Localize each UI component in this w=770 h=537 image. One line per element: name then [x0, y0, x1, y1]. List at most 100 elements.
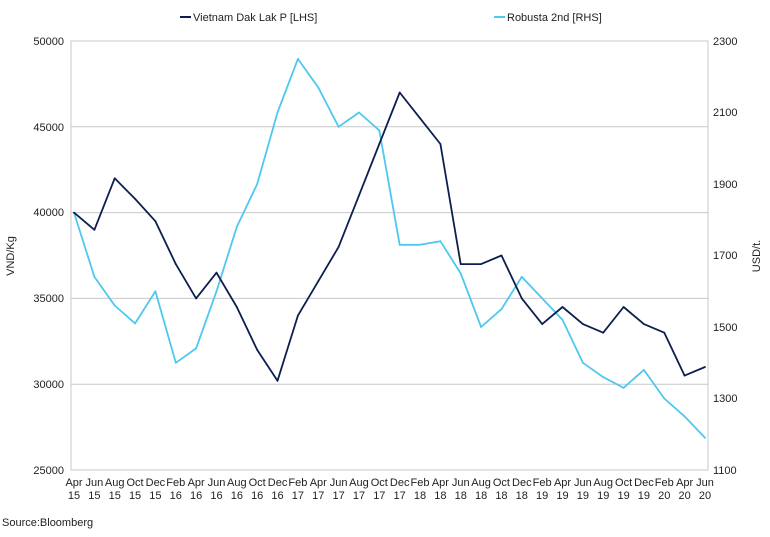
x-tick-year: 16 [231, 490, 243, 502]
data-point-vietnam-dak-lak [378, 143, 381, 145]
right-tick-label: 1700 [713, 250, 737, 262]
right-tick-label: 1900 [713, 179, 737, 191]
x-tick-year: 19 [638, 490, 650, 502]
data-point-robusta-2nd [256, 183, 259, 185]
data-point-robusta-2nd [398, 243, 401, 246]
data-point-vietnam-dak-lak [622, 306, 625, 308]
data-point-robusta-2nd [419, 243, 421, 246]
x-tick-month: Apr [188, 477, 205, 489]
x-axis-ticks: Apr15Jun15Aug15Oct15Dec15Feb16Apr16Jun16… [65, 477, 713, 502]
left-axis-title: VND/Kg [5, 236, 17, 276]
left-axis-ticks: 25000 30000 35000 40000 45000 50000 [33, 36, 64, 477]
x-tick-year: 18 [455, 490, 467, 502]
data-point-vietnam-dak-lak [93, 228, 96, 231]
x-tick-year: 17 [394, 490, 406, 502]
left-tick-label: 40000 [33, 207, 64, 219]
x-tick-month: Jun [208, 477, 226, 489]
data-point-vietnam-dak-lak [215, 271, 218, 274]
data-point-vietnam-dak-lak [195, 297, 198, 300]
data-point-vietnam-dak-lak [297, 314, 299, 317]
x-tick-year: 15 [109, 490, 121, 502]
data-point-vietnam-dak-lak [174, 263, 177, 265]
x-tick-year: 19 [617, 490, 629, 502]
legend-label-vietnam-dak-lak: Vietnam Dak Lak P [LHS] [193, 12, 317, 24]
x-tick-year: 17 [353, 490, 365, 502]
x-tick-year: 20 [658, 490, 670, 502]
data-point-vietnam-dak-lak [134, 198, 137, 200]
x-tick-month: Dec [634, 477, 654, 489]
data-point-vietnam-dak-lak [500, 254, 503, 257]
data-point-vietnam-dak-lak [256, 349, 259, 351]
x-tick-year: 15 [129, 490, 141, 502]
x-tick-year: 16 [190, 490, 202, 502]
x-tick-month: Aug [105, 477, 125, 489]
left-tick-label: 45000 [33, 122, 64, 134]
data-point-vietnam-dak-lak [602, 331, 605, 334]
data-point-vietnam-dak-lak [683, 374, 686, 377]
x-tick-year: 19 [556, 490, 568, 502]
x-tick-year: 17 [332, 490, 344, 502]
data-point-vietnam-dak-lak [419, 117, 421, 120]
x-tick-month: Jun [574, 477, 592, 489]
data-point-robusta-2nd [683, 415, 686, 418]
x-tick-year: 20 [679, 490, 691, 502]
left-tick-label: 30000 [33, 379, 64, 391]
x-tick-month: Apr [554, 477, 571, 489]
x-tick-year: 18 [414, 490, 426, 502]
x-tick-month: Oct [127, 477, 144, 489]
data-point-robusta-2nd [704, 436, 706, 439]
x-tick-month: Feb [655, 477, 674, 489]
x-tick-year: 18 [516, 490, 528, 502]
right-tick-label: 2300 [713, 36, 737, 48]
data-point-robusta-2nd [541, 297, 544, 300]
right-tick-label: 1300 [713, 393, 737, 405]
data-point-vietnam-dak-lak [480, 263, 482, 265]
data-point-robusta-2nd [215, 290, 218, 293]
right-tick-label: 1500 [713, 322, 737, 334]
x-tick-month: Oct [493, 477, 510, 489]
x-tick-month: Apr [310, 477, 327, 489]
x-tick-year: 19 [577, 490, 589, 502]
data-point-robusta-2nd [195, 347, 198, 350]
x-tick-year: 16 [251, 490, 263, 502]
left-tick-label: 35000 [33, 293, 64, 305]
series-layer [73, 58, 706, 439]
data-point-robusta-2nd [276, 111, 279, 114]
data-point-vietnam-dak-lak [317, 280, 320, 283]
legend-label-robusta-2nd: Robusta 2nd [RHS] [507, 12, 602, 24]
data-point-vietnam-dak-lak [643, 323, 645, 325]
x-tick-month: Feb [411, 477, 430, 489]
right-axis-title: USD/t. [751, 240, 763, 272]
data-point-vietnam-dak-lak [113, 177, 116, 180]
x-tick-year: 19 [597, 490, 609, 502]
right-tick-label: 1100 [713, 465, 737, 477]
data-point-vietnam-dak-lak [520, 297, 523, 300]
data-point-robusta-2nd [154, 290, 157, 293]
data-point-robusta-2nd [297, 58, 299, 60]
data-point-robusta-2nd [358, 111, 360, 114]
data-point-robusta-2nd [520, 276, 523, 278]
data-point-vietnam-dak-lak [154, 220, 157, 223]
data-point-robusta-2nd [93, 276, 96, 278]
data-point-robusta-2nd [480, 326, 482, 328]
x-tick-month: Jun [85, 477, 103, 489]
x-tick-year: 16 [271, 490, 283, 502]
data-point-robusta-2nd [317, 86, 320, 89]
data-point-vietnam-dak-lak [73, 211, 75, 214]
data-point-robusta-2nd [622, 386, 625, 389]
data-point-robusta-2nd [134, 322, 137, 325]
data-point-vietnam-dak-lak [398, 91, 401, 94]
x-tick-month: Oct [249, 477, 266, 489]
x-tick-year: 15 [88, 490, 100, 502]
x-tick-month: Apr [676, 477, 693, 489]
data-point-robusta-2nd [174, 361, 177, 364]
x-tick-month: Aug [471, 477, 491, 489]
x-tick-year: 15 [149, 490, 161, 502]
data-point-robusta-2nd [663, 397, 666, 400]
legend: Vietnam Dak Lak P [LHS] Robusta 2nd [RHS… [180, 12, 602, 24]
x-tick-month: Dec [390, 477, 410, 489]
x-tick-month: Dec [268, 477, 288, 489]
data-point-vietnam-dak-lak [561, 306, 564, 308]
